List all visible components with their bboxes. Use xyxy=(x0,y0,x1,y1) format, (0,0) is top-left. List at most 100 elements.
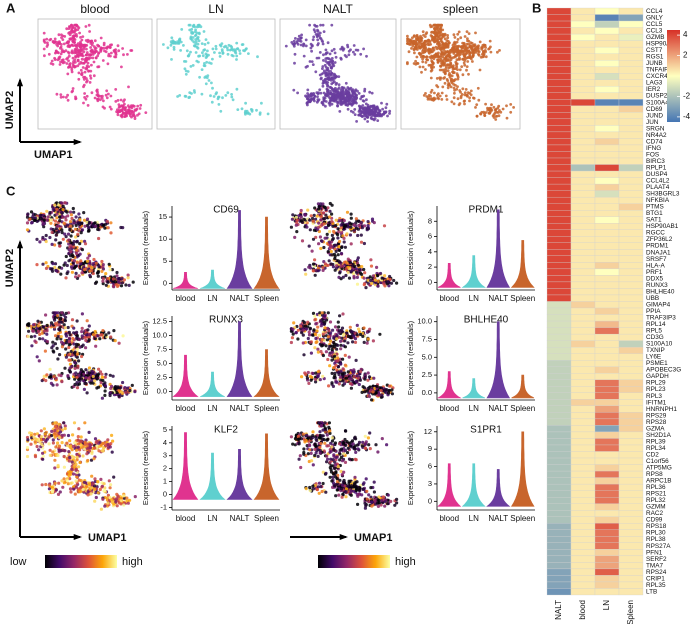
gene-label: GZMA xyxy=(646,425,665,432)
cell-dot xyxy=(53,265,57,270)
cell-dot xyxy=(84,53,88,57)
cell-dot xyxy=(330,233,334,237)
heatmap-cell xyxy=(594,412,620,420)
heatmap-cell xyxy=(570,40,596,48)
cell-dot xyxy=(84,25,88,28)
cell-dot xyxy=(224,44,228,48)
heatmap-cell xyxy=(618,307,644,315)
heatmap-cell xyxy=(546,118,572,126)
cell-dot xyxy=(423,50,427,53)
cell-dot xyxy=(386,280,390,284)
heatmap-cell xyxy=(546,249,572,256)
cell-dot xyxy=(425,31,429,35)
cell-dot xyxy=(114,52,118,55)
cell-dot xyxy=(509,103,513,106)
cell-dot xyxy=(81,35,85,38)
cell-dot xyxy=(433,55,437,59)
heatmap-cell xyxy=(594,118,620,126)
cell-dot xyxy=(382,224,387,228)
cell-dot xyxy=(38,327,42,331)
cell-dot xyxy=(424,45,427,49)
cell-dot xyxy=(102,223,106,227)
cell-dot xyxy=(289,340,293,345)
cell-dot xyxy=(476,86,480,90)
cell-dot xyxy=(235,47,239,51)
heatmap-cell xyxy=(546,164,572,172)
cell-dot xyxy=(472,96,476,100)
umap-title: NALT xyxy=(323,2,353,16)
cell-dot xyxy=(184,60,188,63)
cell-dot xyxy=(341,88,345,92)
cell-dot xyxy=(317,207,321,211)
cell-dot xyxy=(58,244,62,248)
cell-dot xyxy=(79,53,83,56)
cell-dot xyxy=(313,318,317,322)
cell-dot xyxy=(355,275,359,279)
cell-dot xyxy=(309,214,313,218)
heatmap-cell xyxy=(570,431,596,439)
cell-dot xyxy=(370,281,374,286)
heatmap-cell xyxy=(618,7,644,15)
cell-dot xyxy=(187,53,191,56)
cell-dot xyxy=(352,334,356,338)
heatmap-cell xyxy=(594,236,620,243)
cell-dot xyxy=(311,38,315,42)
cell-dot xyxy=(71,336,75,341)
heatmap-cell xyxy=(594,562,620,570)
gene-label: CCL3 xyxy=(646,28,663,35)
cell-dot xyxy=(483,114,487,117)
cell-dot xyxy=(61,237,65,241)
cell-dot xyxy=(351,91,355,95)
cell-dot xyxy=(421,57,424,61)
cell-dot xyxy=(48,38,52,42)
cell-dot xyxy=(66,232,71,236)
cell-dot xyxy=(213,51,216,54)
gene-label: CRIP1 xyxy=(646,575,665,582)
cell-dot xyxy=(444,41,448,45)
cell-dot xyxy=(244,112,247,116)
cell-dot xyxy=(321,332,325,336)
cell-dot xyxy=(372,114,376,117)
cell-dot xyxy=(453,40,457,44)
cell-dot xyxy=(94,224,98,228)
cell-dot xyxy=(474,106,477,109)
heatmap-cell xyxy=(546,542,572,550)
cell-dot xyxy=(77,359,81,363)
cell-dot xyxy=(208,61,211,65)
cell-dot xyxy=(79,68,83,72)
cell-dot xyxy=(27,322,31,326)
heatmap-cell xyxy=(618,170,644,178)
cell-dot xyxy=(304,38,308,42)
heatmap-cell xyxy=(546,281,572,289)
cell-dot xyxy=(332,88,336,92)
cell-dot xyxy=(438,47,442,51)
heatmap-cell xyxy=(618,314,644,322)
cell-dot xyxy=(334,224,338,228)
heatmap-cell xyxy=(570,542,596,550)
cell-dot xyxy=(44,261,48,265)
cell-dot xyxy=(334,261,338,265)
cell-dot xyxy=(366,278,370,282)
x-tick-label: blood xyxy=(176,404,196,413)
cell-dot xyxy=(357,327,361,331)
cell-dot xyxy=(27,329,31,333)
heatmap-cell xyxy=(570,86,596,93)
cell-dot xyxy=(449,48,453,52)
heatmap-cell xyxy=(618,438,644,446)
cell-dot xyxy=(357,267,362,271)
cell-dot xyxy=(51,311,55,315)
cell-dot xyxy=(75,336,79,340)
cell-dot xyxy=(126,53,129,56)
cell-dot xyxy=(337,83,341,87)
cell-dot xyxy=(108,391,112,395)
cell-dot xyxy=(440,98,444,101)
cell-dot xyxy=(101,279,105,283)
heatmap-cell xyxy=(546,431,572,439)
gene-label: GNLY xyxy=(646,14,664,21)
cell-dot xyxy=(224,94,228,97)
cell-dot xyxy=(341,90,344,94)
cell-dot xyxy=(29,335,33,339)
cell-dot xyxy=(73,382,77,387)
cell-dot xyxy=(321,268,325,272)
heatmap-cell xyxy=(570,497,596,504)
